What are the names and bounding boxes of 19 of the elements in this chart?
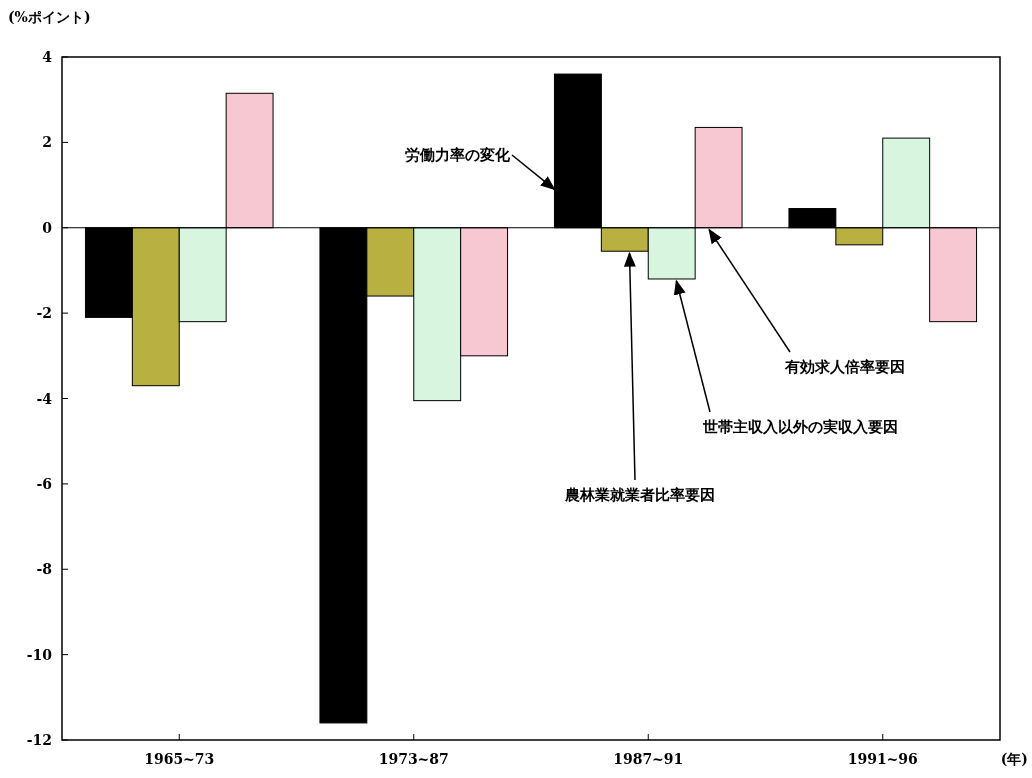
y-tick-label: -6: [36, 475, 52, 492]
y-tick-label: -2: [36, 305, 52, 322]
series-name: 労働力率の変化: [405, 146, 510, 164]
y-tick-label: -12: [26, 732, 52, 748]
y-tick-label: 4: [42, 49, 53, 65]
y-tick-label: 2: [42, 134, 52, 151]
y-tick-label: -10: [26, 646, 53, 663]
x-axis-title: (年): [1000, 751, 1028, 767]
series-name: 有効求人倍率要因: [785, 358, 905, 376]
x-tick-label: 1991~96: [847, 751, 918, 767]
x-tick-label: 1973~87: [378, 751, 449, 767]
series-name: 農林業就業者比率要因: [565, 486, 715, 504]
x-tick-label: 1987~91: [613, 751, 684, 767]
x-tick-label: 1965~73: [144, 751, 215, 767]
series-name: 世帯主収入以外の実収入要因: [702, 418, 898, 436]
y-axis-title: (%ポイント): [8, 9, 91, 25]
y-tick-label: -4: [36, 390, 53, 407]
y-tick-label: -8: [36, 561, 52, 578]
y-tick-label: 0: [42, 219, 53, 236]
